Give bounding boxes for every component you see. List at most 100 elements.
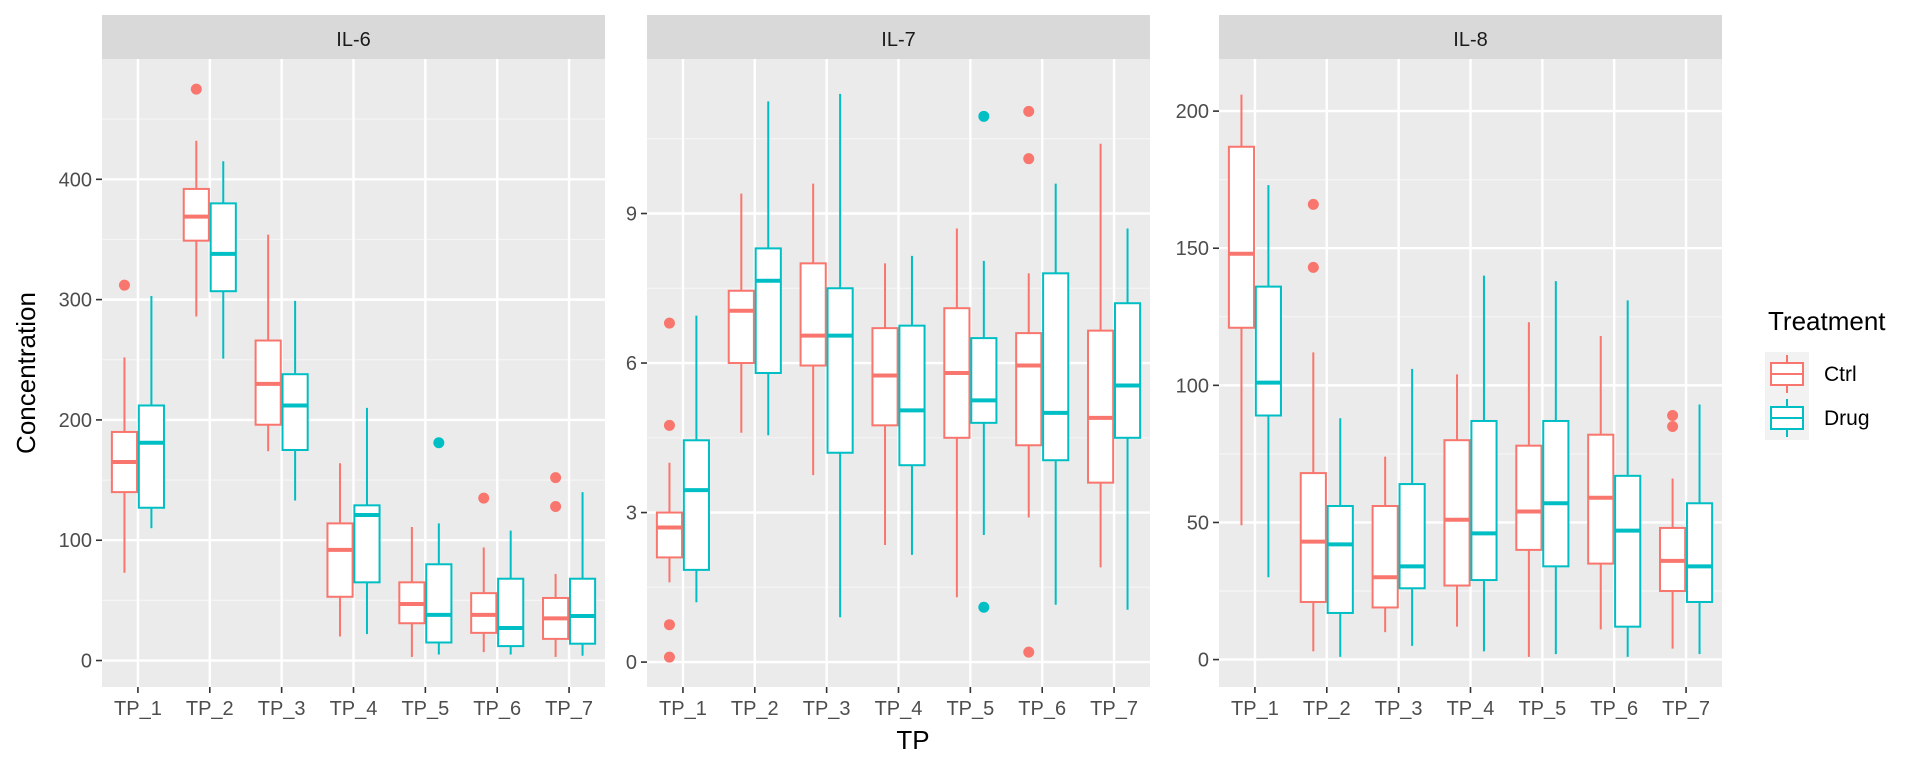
box-ctrl-tp_5 <box>1515 322 1543 657</box>
y-tick-label: 200 <box>1176 101 1209 123</box>
box-drug-tp_5 <box>1542 281 1570 655</box>
box-iqr <box>1015 332 1043 447</box>
box-iqr <box>137 404 165 509</box>
legend: Treatment Ctrl Drug <box>1765 306 1886 440</box>
box-ctrl-tp_3 <box>799 183 827 476</box>
x-tick-label: TP_6 <box>1018 698 1066 720</box>
box-ctrl-tp_3 <box>254 234 282 452</box>
y-tick-label: 3 <box>626 503 637 525</box>
x-tick-label: TP_6 <box>1590 698 1638 720</box>
outlier-point <box>663 317 675 329</box>
y-tick-label: 50 <box>1187 512 1209 534</box>
box-iqr <box>497 577 525 648</box>
box-ctrl-tp_1 <box>655 317 684 663</box>
box-iqr <box>1042 272 1070 462</box>
legend-label: Drug <box>1824 407 1870 430</box>
outlier-point <box>663 651 675 663</box>
box-iqr <box>1398 483 1426 590</box>
box-iqr <box>970 337 998 424</box>
legend-label: Ctrl <box>1824 363 1857 386</box>
box-iqr <box>209 202 237 293</box>
box-drug-tp_3 <box>281 300 309 501</box>
box-ctrl-tp_1 <box>110 279 139 573</box>
facet-il-8: IL-8 0 50 100 150 200 TP_1 TP_2 TP_3 TP_4 TP_5 TP_6… <box>1176 15 1722 720</box>
box-iqr <box>1326 505 1354 614</box>
box-iqr <box>898 324 926 467</box>
x-tick-label: TP_1 <box>1231 698 1279 720</box>
legend-item-ctrl: Ctrl <box>1765 352 1857 396</box>
x-tick-label: TP_5 <box>1518 698 1566 720</box>
facet-il-7: IL-7 0 3 6 9 TP_1 TP_2 TP_3 TP_4 TP_5 TP_6 TP_7 <box>626 15 1150 720</box>
box-drug-tp_5 <box>425 437 453 655</box>
legend-item-drug: Drug <box>1765 396 1870 440</box>
outlier-point <box>978 601 990 613</box>
x-tick-label: TP_4 <box>330 698 378 720</box>
box-iqr <box>1470 419 1498 582</box>
box-ctrl-tp_6 <box>1587 335 1615 630</box>
box-iqr <box>1685 502 1714 603</box>
box-iqr <box>754 247 782 374</box>
box-drug-tp_5 <box>970 110 998 613</box>
box-ctrl-tp_3 <box>1371 456 1399 633</box>
legend-title: Treatment <box>1768 306 1886 336</box>
x-tick-label: TP_2 <box>731 698 779 720</box>
box-iqr <box>826 287 854 454</box>
x-tick-label: TP_2 <box>1303 698 1351 720</box>
x-tick-label: TP_3 <box>258 698 306 720</box>
outlier-point <box>190 83 202 95</box>
x-tick-label: TP_7 <box>1662 698 1710 720</box>
box-ctrl-tp_6 <box>1015 105 1043 658</box>
box-iqr <box>568 577 597 645</box>
outlier-point <box>1667 420 1679 432</box>
box-drug-tp_7 <box>568 492 597 656</box>
box-drug-tp_4 <box>898 255 926 555</box>
box-iqr <box>1299 472 1327 603</box>
outlier-point <box>978 110 990 122</box>
x-tick-label: TP_6 <box>473 698 521 720</box>
box-iqr <box>281 373 309 451</box>
facet-strip-label: IL-6 <box>336 29 370 51</box>
box-iqr <box>1443 439 1471 587</box>
outlier-point <box>478 492 490 504</box>
box-ctrl-tp_5 <box>398 526 426 657</box>
box-drug-tp_2 <box>209 161 237 359</box>
y-tick-label: 100 <box>59 530 92 552</box>
y-tick-label: 0 <box>81 651 92 673</box>
x-tick-label: TP_3 <box>803 698 851 720</box>
x-tick-label: TP_1 <box>114 698 162 720</box>
outlier-point <box>1023 646 1035 658</box>
box-ctrl-tp_2 <box>1299 198 1327 652</box>
y-tick-label: 300 <box>59 290 92 312</box>
box-drug-tp_6 <box>1614 300 1642 657</box>
outlier-point <box>1023 105 1035 117</box>
box-iqr <box>1254 285 1282 417</box>
box-drug-tp_3 <box>1398 368 1426 646</box>
outlier-point <box>1307 261 1319 273</box>
outlier-point <box>433 437 445 449</box>
box-iqr <box>1371 505 1399 609</box>
box-drug-tp_2 <box>1326 418 1354 657</box>
outlier-point <box>663 419 675 431</box>
box-iqr <box>1515 444 1543 551</box>
box-ctrl-tp_2 <box>182 83 210 317</box>
box-ctrl-tp_6 <box>470 492 498 653</box>
facet-strip <box>647 15 1150 59</box>
outlier-point <box>663 619 675 631</box>
box-ctrl-tp_7 <box>1087 143 1115 568</box>
box-iqr <box>655 511 684 559</box>
box-ctrl-tp_4 <box>871 263 899 545</box>
outlier-point <box>550 501 562 513</box>
box-iqr <box>353 504 381 584</box>
y-tick-label: 6 <box>626 353 637 375</box>
box-ctrl-tp_2 <box>727 193 755 433</box>
x-tick-label: TP_3 <box>1375 698 1423 720</box>
box-ctrl-tp_4 <box>326 463 354 637</box>
box-iqr <box>1113 302 1142 439</box>
outlier-point <box>1667 410 1679 422</box>
x-tick-label: TP_5 <box>401 698 449 720</box>
y-tick-label: 100 <box>1176 375 1209 397</box>
x-tick-label: TP_2 <box>186 698 234 720</box>
